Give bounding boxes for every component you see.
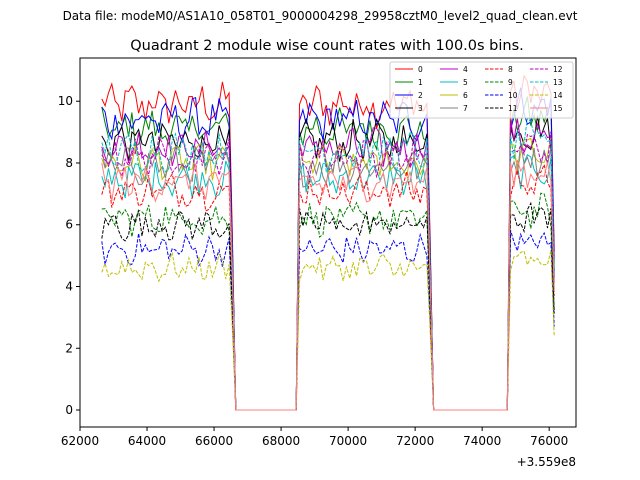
legend-label-5: 5 xyxy=(463,78,468,87)
plot-frame xyxy=(79,57,577,428)
legend-label-14: 14 xyxy=(553,91,563,100)
legend-box xyxy=(389,61,574,119)
legend-label-1: 1 xyxy=(418,78,423,87)
legend-label-0: 0 xyxy=(418,65,423,74)
x-tick-label: 62000 xyxy=(61,434,99,448)
legend-label-15: 15 xyxy=(553,104,563,113)
y-axis: 0 2 4 6 8 10 xyxy=(58,94,80,417)
legend-label-9: 9 xyxy=(508,78,513,87)
legend-label-13: 13 xyxy=(553,78,563,87)
data-file-label: Data file: modeM0/AS1A10_058T01_90000042… xyxy=(63,9,578,23)
y-tick-label: 0 xyxy=(65,403,73,417)
x-tick-label: 76000 xyxy=(530,434,568,448)
x-tick-label: 70000 xyxy=(329,434,367,448)
legend-label-6: 6 xyxy=(463,91,468,100)
x-tick-label: 64000 xyxy=(128,434,166,448)
y-tick-label: 10 xyxy=(58,94,73,108)
y-tick-label: 6 xyxy=(65,218,73,232)
legend-label-8: 8 xyxy=(508,65,513,74)
x-offset-label: +3.559e8 xyxy=(517,455,576,469)
x-tick-label: 68000 xyxy=(262,434,300,448)
legend-label-11: 11 xyxy=(508,104,518,113)
legend-label-2: 2 xyxy=(418,91,423,100)
x-axis: 62000 64000 66000 68000 70000 72000 74000 76000 xyxy=(61,427,568,448)
legend-label-12: 12 xyxy=(553,65,563,74)
x-tick-label: 66000 xyxy=(195,434,233,448)
legend-label-3: 3 xyxy=(418,104,423,113)
legend-label-7: 7 xyxy=(463,104,468,113)
y-tick-label: 2 xyxy=(65,341,73,355)
x-tick-label: 74000 xyxy=(463,434,501,448)
series-line-9 xyxy=(101,192,555,411)
plot-area xyxy=(80,58,576,427)
series-line-15 xyxy=(101,159,555,411)
y-tick-label: 8 xyxy=(65,156,73,170)
y-tick-label: 4 xyxy=(65,280,73,294)
legend-label-4: 4 xyxy=(463,65,468,74)
legend-label-10: 10 xyxy=(508,91,518,100)
x-tick-label: 72000 xyxy=(396,434,434,448)
series-layer xyxy=(101,74,555,411)
chart-title: Quadrant 2 module wise count rates with … xyxy=(130,38,524,54)
